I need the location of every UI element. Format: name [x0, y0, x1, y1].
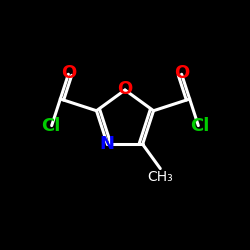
Text: O: O	[118, 80, 132, 98]
Text: N: N	[100, 135, 115, 153]
Text: Cl: Cl	[190, 116, 209, 134]
Text: O: O	[61, 64, 76, 82]
Text: O: O	[174, 64, 189, 82]
Text: Cl: Cl	[41, 116, 60, 134]
Text: CH₃: CH₃	[148, 170, 173, 183]
